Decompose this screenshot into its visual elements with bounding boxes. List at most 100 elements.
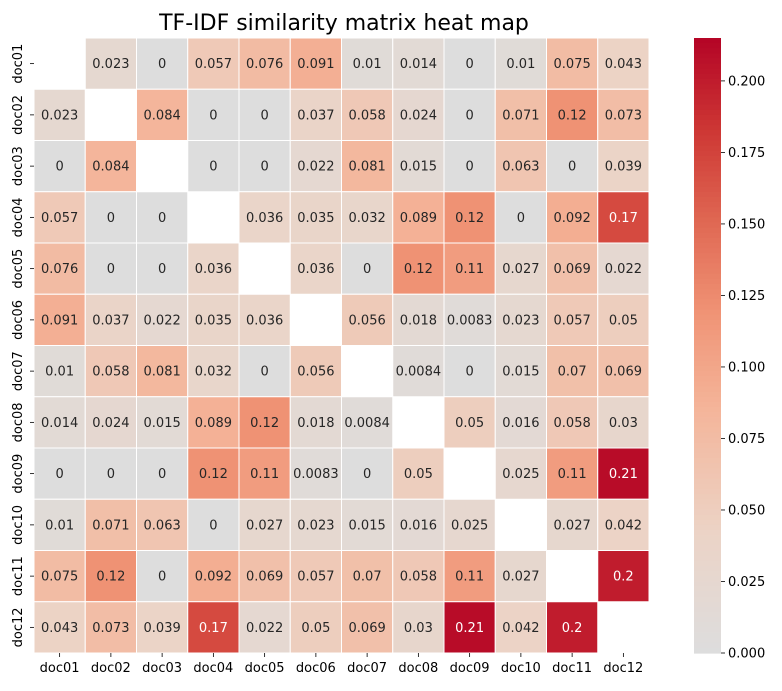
colorbar-segment	[694, 130, 721, 136]
cell-value-label: 0.0084	[396, 365, 442, 380]
cell-value-label: 0.12	[404, 262, 433, 277]
cell-value-label: 0	[363, 467, 371, 482]
cell-value-label: 0.069	[246, 570, 283, 585]
colorbar-segment	[694, 401, 721, 408]
cell-value-label: 0.057	[41, 211, 78, 226]
colorbar-segment	[694, 222, 721, 229]
colorbar-segment	[694, 125, 721, 131]
colorbar-segment	[694, 150, 721, 157]
heatmap-cell-doc08-doc01	[33, 396, 86, 449]
cell-value-label: 0.057	[554, 313, 591, 328]
colorbar-segment	[694, 391, 721, 398]
cell-value-label: 0.0084	[344, 416, 390, 431]
colorbar-segment	[694, 427, 721, 434]
colorbar-segment	[694, 63, 721, 70]
heatmap-cell-doc03-doc02	[84, 140, 137, 193]
cell-value-label: 0.027	[554, 518, 591, 533]
cell-value-label: 0.018	[400, 313, 437, 328]
heatmap-cell-doc03-doc12	[597, 140, 650, 193]
cell-value-label: 0.015	[349, 518, 386, 533]
heatmap-cell-doc10-doc12	[597, 498, 650, 551]
heatmap-cell-doc08-doc11	[546, 396, 599, 449]
colorbar-segment	[694, 227, 721, 234]
cell-value-label: 0	[260, 108, 268, 123]
heatmap-cell-doc08-doc07	[341, 396, 394, 449]
colorbar-segment	[694, 381, 721, 388]
heatmap-cell-doc09-doc08	[392, 447, 445, 500]
cell-value-label: 0	[260, 160, 268, 175]
colorbar-segment	[694, 155, 721, 162]
heatmap-cell-doc07-doc04	[187, 345, 240, 398]
cell-value-label: 0.035	[297, 211, 334, 226]
heatmap-cell-doc09-doc07	[341, 447, 394, 500]
colorbar-segment	[694, 396, 721, 403]
colorbar-segment	[694, 632, 721, 639]
heatmap-cell-doc01-doc03	[136, 37, 189, 90]
cell-value-label: 0.07	[353, 570, 382, 585]
colorbar-segment	[694, 417, 721, 423]
x-tick-label: doc10	[501, 661, 541, 676]
heatmap-cell-doc01-doc12	[597, 37, 650, 90]
cell-value-label: 0	[158, 262, 166, 277]
colorbar-segment	[694, 494, 721, 500]
y-tick-label: doc07	[11, 351, 26, 391]
heatmap-cell-doc11-doc02	[84, 550, 137, 603]
cell-value-label: 0.023	[502, 313, 539, 328]
heatmap-cell-doc12-doc08	[392, 601, 445, 654]
heatmap-cell-doc05-doc03	[136, 242, 189, 295]
cell-value-label: 0.014	[400, 57, 437, 72]
cell-value-label: 0	[107, 262, 115, 277]
heatmap-cell-doc05-doc04	[187, 242, 240, 295]
x-tick-label: doc07	[347, 661, 387, 676]
x-axis: doc01 doc02 doc03 doc04 doc05 doc06 doc07 doc08…	[40, 653, 643, 676]
heatmap-cell-doc09-doc01	[33, 447, 86, 500]
heatmap-cell-doc05-doc01	[33, 242, 86, 295]
cell-value-label: 0.022	[144, 313, 181, 328]
cell-value-label: 0.05	[404, 467, 433, 482]
cell-value-label: 0.056	[349, 313, 386, 328]
cell-value-label: 0.014	[41, 416, 78, 431]
colorbar-segment	[694, 314, 721, 321]
heatmap-cell-doc08-doc05	[238, 396, 291, 449]
colorbar-segment	[694, 622, 721, 628]
cell-value-label: 0.063	[502, 160, 539, 175]
cell-value-label: 0.043	[41, 621, 78, 636]
cell-value-label: 0.07	[558, 365, 587, 380]
cell-value-label: 0.023	[92, 57, 129, 72]
colorbar-segment	[694, 176, 721, 183]
cell-value-label: 0.071	[92, 518, 129, 533]
cell-value-label: 0.015	[502, 365, 539, 380]
heatmap-cell-doc06-doc10	[494, 293, 547, 346]
colorbar-tick-label: 0.175	[728, 146, 765, 161]
colorbar-segment	[694, 99, 721, 106]
cell-value-label: 0.01	[506, 57, 535, 72]
colorbar-segment	[694, 268, 721, 275]
cell-value-label: 0.027	[502, 570, 539, 585]
cell-value-label: 0.05	[301, 621, 330, 636]
cell-value-label: 0.12	[199, 467, 228, 482]
colorbar-segment	[694, 489, 721, 495]
colorbar-segment	[694, 207, 721, 213]
heatmap-cell-doc07-doc02	[84, 345, 137, 398]
colorbar-segment	[694, 330, 721, 336]
heatmap-cell-doc05-doc06	[289, 242, 342, 295]
cell-value-label: 0.071	[502, 108, 539, 123]
cell-value-label: 0	[465, 57, 473, 72]
heatmap-cell-doc09-doc03	[136, 447, 189, 500]
colorbar-segment	[694, 196, 721, 203]
colorbar-segment	[694, 468, 721, 475]
colorbar-segment	[694, 586, 721, 593]
heatmap-cell-doc10-doc06	[289, 498, 342, 551]
cell-value-label: 0.018	[297, 416, 334, 431]
cell-value-label: 0.073	[92, 621, 129, 636]
heatmap-cell-doc06-doc07	[341, 293, 394, 346]
cell-value-label: 0.084	[92, 160, 129, 175]
colorbar-segment	[694, 350, 721, 357]
cell-value-label: 0.027	[502, 262, 539, 277]
colorbar-segment	[694, 463, 721, 470]
colorbar-segment	[694, 366, 721, 372]
colorbar-segment	[694, 560, 721, 567]
cell-value-label: 0.036	[246, 211, 283, 226]
heatmap-cell-doc02-doc01	[33, 88, 86, 141]
cell-value-label: 0.17	[199, 621, 228, 636]
